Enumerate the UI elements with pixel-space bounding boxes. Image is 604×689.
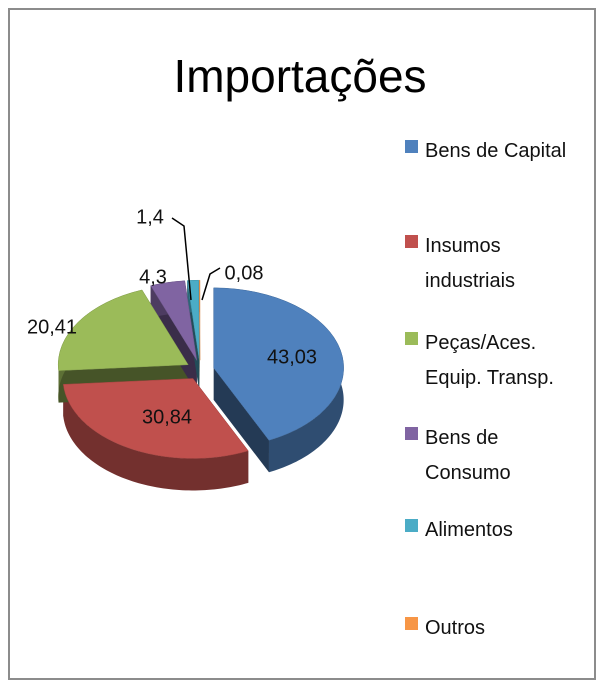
leader-line [201, 267, 221, 301]
data-label: 1,4 [136, 206, 164, 228]
slice-face [213, 367, 269, 473]
legend-label: Peças/Aces. Equip. Transp. [425, 332, 554, 389]
slice [63, 378, 249, 459]
pie-tops [57, 279, 344, 459]
legend-swatch [405, 235, 418, 248]
legend-item: Insumos industriais [405, 229, 580, 299]
legend-swatch [405, 427, 418, 440]
slice [150, 280, 198, 361]
legend-swatch [405, 519, 418, 532]
data-label: 4,3 [139, 266, 167, 288]
legend-swatch [405, 617, 418, 630]
chart-title: Importações [173, 50, 426, 102]
legend-swatch [405, 332, 418, 345]
data-labels: 43,03 30,84 20,41 4,3 1,4 0,08 [27, 206, 317, 428]
legend-item: Outros [405, 611, 580, 646]
legend-label: Outros [425, 617, 486, 639]
legend-label: Insumos industriais [425, 235, 516, 292]
slice-side [63, 384, 249, 491]
slice [57, 289, 189, 371]
legend-label: Alimentos [425, 519, 513, 541]
slice [186, 279, 200, 361]
legend-item: Peças/Aces. Equip. Transp. [405, 326, 580, 396]
slice [213, 287, 344, 441]
data-label: 30,84 [142, 406, 192, 428]
legend-swatch [405, 140, 418, 153]
legend-item: Bens de Capital [405, 134, 580, 169]
data-label: 0,08 [225, 262, 264, 284]
legend-label: Bens de Consumo [425, 427, 511, 484]
data-label: 43,03 [267, 346, 317, 368]
legend-item: Bens de Consumo [405, 421, 580, 491]
slice [199, 279, 201, 361]
data-label: 20,41 [27, 316, 77, 338]
leader-line [171, 217, 192, 301]
legend-label: Bens de Capital [425, 140, 567, 162]
legend-item: Alimentos [405, 513, 580, 548]
